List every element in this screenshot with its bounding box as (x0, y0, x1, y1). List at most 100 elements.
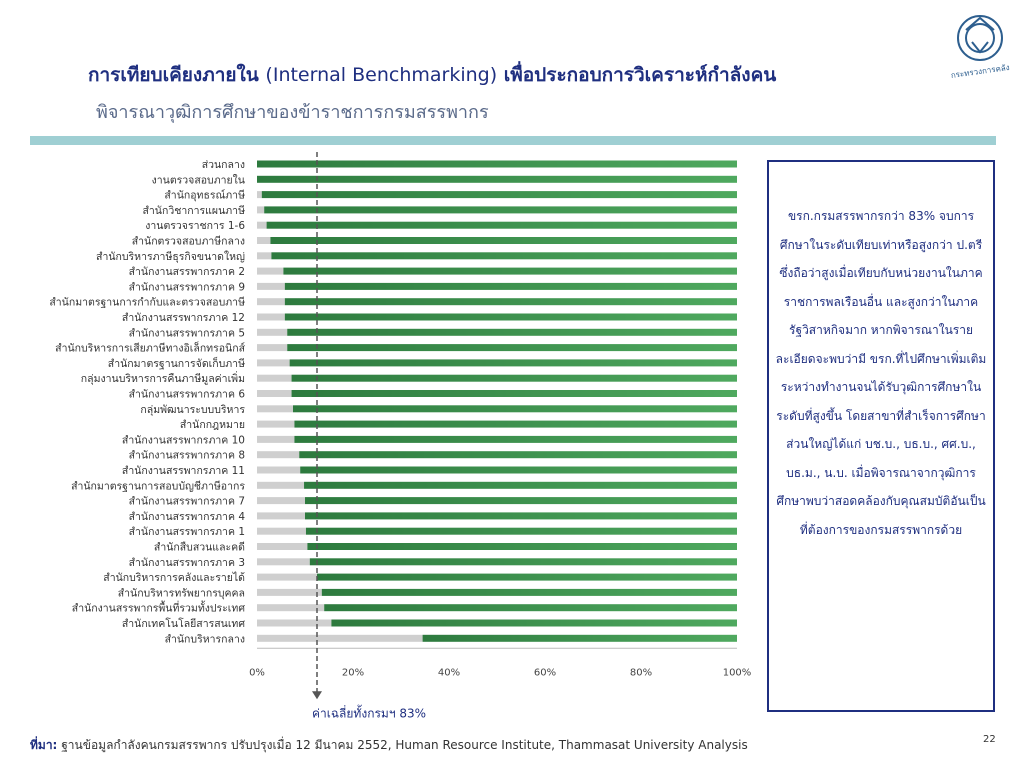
bar-segment-gray (257, 267, 284, 275)
bar-segment-gray (257, 390, 292, 397)
category-label: สำนักงานสรรพากรภาค 7 (129, 496, 245, 508)
category-label: กลุ่มพัฒนาระบบบริหาร (140, 404, 245, 416)
bar-segment-gray (257, 527, 306, 535)
bar-segment-green (294, 435, 737, 443)
bar-segment-green (287, 344, 737, 352)
category-label: สำนักงานสรรพากรภาค 5 (129, 327, 245, 339)
category-label: สำนักงานสรรพากรพื้นที่รวมทั้งประเทศ (72, 601, 246, 615)
bar-segment-gray (257, 604, 325, 612)
bar-segment-gray (257, 191, 262, 199)
category-label: สำนักอุทธรณ์ภาษี (164, 189, 245, 202)
bar-segment-green (266, 221, 737, 229)
category-label: สำนักบริหารกลาง (165, 633, 245, 645)
category-label: สำนักมาตรฐานการจัดเก็บภาษี (108, 356, 245, 370)
category-label: สำนักงานสรรพากรภาค 8 (129, 450, 245, 462)
source-label: ที่มา: (30, 738, 58, 752)
garuda-seal-icon (957, 15, 1003, 61)
bar-segment-gray (257, 634, 423, 642)
bar-segment-green (331, 619, 737, 627)
bar-segment-gray (257, 497, 305, 505)
category-label: สำนักวิชาการแผนภาษี (143, 204, 246, 217)
bar-segment-gray (257, 313, 285, 321)
title-english-part: (Internal Benchmarking) (265, 64, 498, 86)
bar-segment-gray (257, 237, 271, 244)
bar-segment-green (270, 237, 737, 244)
analysis-note-text: ขรก.กรมสรรพากรกว่า 83% จบการศึกษาในระดับ… (775, 209, 987, 537)
category-label: สำนักงานสรรพากรภาค 4 (129, 511, 246, 523)
category-label: สำนักบริหารทรัพยากรบุคคล (118, 587, 245, 599)
category-label: งานตรวจราชการ 1-6 (145, 220, 245, 232)
page-subtitle: พิจารณาวุฒิการศึกษาของข้าราชการกรมสรรพาก… (96, 102, 489, 123)
bar-segment-green (305, 512, 737, 520)
category-label: งานตรวจสอบภายใน (152, 173, 245, 186)
bar-segment-gray (257, 344, 288, 352)
ministry-logo: กระทรวงการคลัง (950, 15, 1010, 78)
x-tick-label: 40% (438, 667, 460, 678)
source-text: ฐานข้อมูลกำลังคนกรมสรรพากร ปรับปรุงเมื่อ… (61, 738, 748, 752)
average-marker-arrow (312, 691, 322, 700)
bar-segment-green (289, 359, 737, 367)
bar-segment-gray (257, 359, 290, 367)
bar-segment-green (284, 298, 737, 306)
logo-text: กระทรวงการคลัง (950, 63, 1010, 78)
category-label: สำนักมาตรฐานการกำกับและตรวจสอบภาษี (49, 296, 245, 309)
source-footer: ที่มา: ฐานข้อมูลกำลังคนกรมสรรพากร ปรับปร… (30, 736, 748, 755)
bar-segment-gray (257, 481, 305, 489)
bar-segment-gray (257, 466, 301, 474)
title-thai-part-2: เพื่อประกอบการวิเคราะห์กำลังคน (503, 64, 777, 86)
x-tick-label: 20% (342, 667, 364, 678)
bar-segment-green (284, 313, 737, 321)
bar-segment-gray (257, 282, 285, 290)
category-label: สำนักงานสรรพากรภาค 9 (129, 281, 245, 293)
bar-segment-gray (257, 328, 288, 336)
bar-segment-gray (257, 558, 310, 566)
bar-segment-green (293, 405, 737, 413)
category-label: สำนักงานสรรพากรภาค 6 (129, 389, 246, 401)
bar-segment-gray (257, 435, 295, 443)
bar-segment-gray (257, 221, 267, 229)
category-label: สำนักมาตรฐานการสอบบัญชีภาษีอากร (71, 479, 245, 492)
category-label: สำนักงานสรรพากรภาค 11 (122, 465, 245, 477)
x-tick-label: 80% (630, 667, 652, 678)
category-label: กลุ่มงานบริหารการคืนภาษีมูลค่าเพิ่ม (81, 371, 245, 385)
bar-segment-gray (257, 206, 265, 214)
bar-segment-gray (257, 420, 295, 428)
bar-segment-green (317, 573, 737, 581)
category-label: ส่วนกลาง (202, 159, 245, 171)
bar-segment-gray (257, 619, 332, 627)
category-label: สำนักบริหารการคลังและรายได้ (103, 571, 245, 584)
bar-segment-gray (257, 252, 272, 260)
bar-segment-green (299, 451, 737, 459)
bar-segment-green (294, 420, 737, 428)
bar-segment-gray (257, 543, 308, 550)
title-thai-part-1: การเทียบเคียงภายใน (88, 64, 259, 86)
bar-segment-green (307, 543, 737, 550)
bar-segment-green (264, 206, 737, 214)
bar-segment-gray (257, 374, 292, 382)
category-label: สำนักบริหารการเสียภาษีทางอิเล็กทรอนิกส์ (55, 341, 245, 355)
education-bar-chart: ส่วนกลางงานตรวจสอบภายในสำนักอุทธรณ์ภาษีส… (49, 152, 751, 720)
bar-segment-gray (257, 451, 300, 459)
bar-segment-green (300, 466, 737, 474)
bar-segment-gray (257, 588, 322, 596)
bar-segment-green (287, 328, 737, 336)
category-label: สำนักงานสรรพากรภาค 2 (129, 266, 245, 278)
bar-segment-green (422, 634, 737, 642)
bar-segment-gray (257, 405, 293, 413)
category-label: สำนักกฎหมาย (180, 419, 245, 431)
average-label: ค่าเฉลี่ยทั้งกรมฯ 83% (312, 704, 426, 720)
category-label: สำนักตรวจสอบภาษีกลาง (132, 235, 245, 248)
bar-segment-green (261, 191, 737, 199)
analysis-note-box: ขรก.กรมสรรพากรกว่า 83% จบการศึกษาในระดับ… (767, 160, 995, 712)
bar-segment-gray (257, 573, 317, 581)
bar-segment-green (257, 160, 737, 168)
category-label: สำนักงานสรรพากรภาค 12 (122, 312, 245, 324)
category-label: สำนักเทคโนโลยีสารสนเทศ (122, 617, 245, 630)
category-label: สำนักสืบสวนและคดี (154, 541, 245, 554)
bar-segment-green (291, 374, 737, 382)
header-divider (30, 136, 996, 145)
bar-segment-green (271, 252, 737, 260)
bar-segment-green (305, 527, 737, 535)
category-label: สำนักงานสรรพากรภาค 3 (129, 557, 245, 569)
page-number: 22 (983, 734, 996, 745)
